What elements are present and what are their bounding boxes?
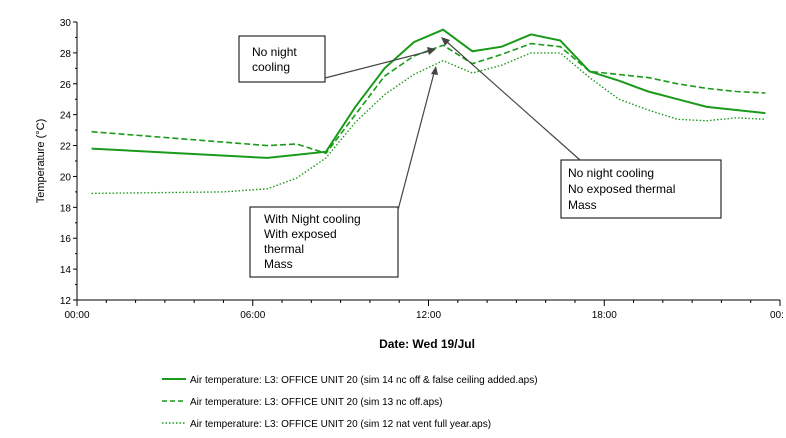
annotation-line: No night (252, 45, 297, 59)
x-tick-label: 06:00 (240, 310, 265, 321)
y-tick-label: 18 (60, 203, 72, 214)
y-tick-label: 20 (60, 172, 72, 183)
x-axis-ticks: 00:00 06:00 12:00 18:00 00: (64, 300, 784, 321)
annotation-line: No night cooling (568, 166, 654, 180)
x-tick-label: 00:00 (64, 310, 89, 321)
series-line-dashed (91, 42, 766, 155)
annotation-box (238, 35, 326, 83)
series-line-solid (91, 28, 766, 159)
y-tick-label: 16 (60, 234, 72, 245)
y-tick-label: 12 (60, 296, 72, 307)
annotation-line: Mass (264, 257, 293, 271)
y-axis-label: Temperature (°C) (35, 119, 47, 203)
y-tick-label: 24 (60, 111, 72, 122)
annotation-with-night-cooling: With Night cooling With exposed thermal … (249, 66, 438, 278)
y-tick-label: 14 (60, 265, 72, 276)
annotation-box (249, 206, 399, 278)
annotation-arrowhead (431, 66, 438, 75)
annotation-arrowhead (441, 37, 450, 46)
annotation-arrow (446, 41, 581, 161)
legend-entry: Air temperature: L3: OFFICE UNIT 20 (sim… (190, 419, 491, 430)
annotation-line: Mass (568, 198, 597, 212)
x-tick-label: 00: (770, 310, 784, 321)
y-tick-label: 30 (60, 18, 72, 29)
series-line-dotted (91, 52, 766, 195)
y-tick-label: 28 (60, 49, 72, 60)
annotation-no-night-cooling-no-exposed-mass: No night cooling No exposed thermal Mass (441, 37, 722, 219)
y-axis-ticks: 12 14 16 18 20 22 24 26 28 30 (60, 18, 77, 307)
y-tick-label: 26 (60, 80, 72, 91)
x-tick-label: 18:00 (592, 310, 617, 321)
annotation-arrow (324, 50, 431, 79)
x-tick-label: 12:00 (416, 310, 441, 321)
annotation-line: cooling (252, 60, 290, 74)
annotation-line: With exposed (264, 227, 337, 241)
annotation-line: thermal (264, 242, 304, 256)
annotation-box (560, 159, 722, 219)
legend-entry: Air temperature: L3: OFFICE UNIT 20 (sim… (190, 375, 538, 386)
x-axis-label: Date: Wed 19/Jul (379, 337, 475, 351)
legend-entry: Air temperature: L3: OFFICE UNIT 20 (sim… (190, 397, 443, 408)
annotation-no-night-cooling: No night cooling (238, 35, 436, 83)
annotation-arrow (397, 72, 435, 211)
y-tick-label: 22 (60, 142, 72, 153)
series-lines (91, 28, 766, 195)
legend: Air temperature: L3: OFFICE UNIT 20 (sim… (162, 375, 538, 430)
annotation-arrowhead (427, 47, 436, 55)
annotation-line: No exposed thermal (568, 182, 675, 196)
annotation-line: With Night cooling (264, 212, 361, 226)
